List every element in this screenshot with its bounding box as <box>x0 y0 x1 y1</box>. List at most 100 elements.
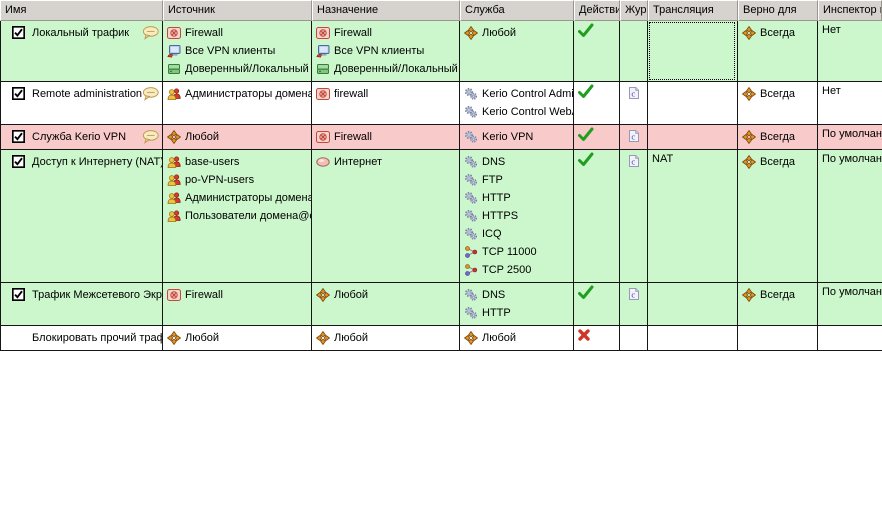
inspector-label: По умолчанию <box>822 286 882 298</box>
cell-destination[interactable]: Firewall <box>312 125 460 149</box>
column-header-source[interactable]: Источник <box>163 0 312 21</box>
column-header-name[interactable]: Имя <box>0 0 163 21</box>
check-icon <box>577 84 594 102</box>
comment-icon <box>142 87 159 101</box>
svg-text:c: c <box>631 157 635 167</box>
cell-action[interactable] <box>574 125 620 149</box>
cell-name[interactable]: Блокировать прочий трафик <box>0 326 163 350</box>
cell-service[interactable]: Любой <box>460 21 574 81</box>
list-item: firewall <box>316 85 459 103</box>
cell-valid-for[interactable]: Всегда <box>738 21 818 81</box>
cell-valid-for[interactable]: Всегда <box>738 82 818 124</box>
valid-for-item: Всегда <box>742 128 817 146</box>
cell-log[interactable]: c <box>620 125 648 149</box>
cell-name[interactable]: Служба Kerio VPN <box>0 125 163 149</box>
rule-enabled-checkbox[interactable] <box>12 155 25 168</box>
cell-destination[interactable]: Интернет <box>312 150 460 282</box>
cell-inspector[interactable]: По умолчанию <box>818 150 882 282</box>
rule-enabled-checkbox[interactable] <box>12 26 25 39</box>
cell-service[interactable]: Kerio VPN <box>460 125 574 149</box>
cell-inspector[interactable]: Нет <box>818 82 882 124</box>
valid-for-label: Всегда <box>760 156 796 168</box>
cell-source[interactable]: Firewall <box>163 283 312 325</box>
cell-service[interactable]: Kerio Control Admin Kerio Control WebAdmi… <box>460 82 574 124</box>
cell-destination[interactable]: Firewall Все VPN клиенты Доверенный/Локаль… <box>312 21 460 81</box>
column-header-action[interactable]: Действие <box>574 0 620 21</box>
cell-valid-for[interactable]: Всегда <box>738 283 818 325</box>
cell-source[interactable]: Любой <box>163 326 312 350</box>
cell-source[interactable]: Любой <box>163 125 312 149</box>
service-item-label: TCP 11000 <box>482 246 537 258</box>
cell-source[interactable]: base-users po-VPN-users Администраторы дом… <box>163 150 312 282</box>
cell-log[interactable] <box>620 21 648 81</box>
rule-enabled-checkbox[interactable] <box>12 288 25 301</box>
cell-action[interactable] <box>574 21 620 81</box>
cell-source[interactable]: Firewall Все VPN клиенты Доверенный/Локаль… <box>163 21 312 81</box>
service-item-label: HTTPS <box>482 210 519 222</box>
firewall-icon <box>316 87 330 101</box>
cell-name[interactable]: Remote administration <box>0 82 163 124</box>
column-header-inspector[interactable]: Инспектор протокола <box>818 0 882 21</box>
cell-valid-for[interactable]: Всегда <box>738 150 818 282</box>
cell-inspector[interactable] <box>818 326 882 350</box>
cell-name[interactable]: Доступ к Интернету (NAT) <box>0 150 163 282</box>
table-row[interactable]: Remote administration Администраторы доме… <box>0 82 882 125</box>
cell-action[interactable] <box>574 283 620 325</box>
service-item-label: Любой <box>482 332 517 344</box>
cell-action[interactable] <box>574 326 620 350</box>
list-item: Администраторы домена <box>167 85 311 103</box>
rule-enabled-checkbox[interactable] <box>12 87 25 100</box>
cell-translation[interactable] <box>648 82 738 124</box>
cell-service[interactable]: DNS HTTP <box>460 283 574 325</box>
column-header-label: Назначение <box>317 4 379 16</box>
cell-log[interactable] <box>620 326 648 350</box>
cell-valid-for[interactable] <box>738 326 818 350</box>
inspector-label: По умолчанию <box>822 153 882 165</box>
cell-service[interactable]: DNS FTP HTTP HTTPS ICQ TCP 11000 TCP 2500 <box>460 150 574 282</box>
table-row[interactable]: Доступ к Интернету (NAT) base-users po-VPN… <box>0 150 882 283</box>
cell-source[interactable]: Администраторы домена <box>163 82 312 124</box>
service-gear-icon <box>464 227 478 241</box>
rule-enabled-checkbox[interactable] <box>12 130 25 143</box>
cell-destination[interactable]: firewall <box>312 82 460 124</box>
table-row[interactable]: Служба Kerio VPN Любой Firewall Kerio VPN c В… <box>0 125 882 150</box>
cell-translation[interactable] <box>648 283 738 325</box>
source-item-label: base-users <box>185 156 240 168</box>
vpn-clients-icon <box>167 44 181 58</box>
cell-destination[interactable]: Любой <box>312 326 460 350</box>
cell-translation[interactable] <box>648 125 738 149</box>
list-item: Интернет <box>316 153 459 171</box>
cell-destination[interactable]: Любой <box>312 283 460 325</box>
cell-translation[interactable]: NAT <box>648 150 738 282</box>
column-header-translation[interactable]: Трансляция <box>648 0 738 21</box>
cell-log[interactable]: c <box>620 82 648 124</box>
cell-log[interactable]: c <box>620 150 648 282</box>
table-row[interactable]: Блокировать прочий трафик Любой Любой Любой <box>0 326 882 351</box>
cell-name[interactable]: Трафик Межсетевого Экрана <box>0 283 163 325</box>
column-header-log[interactable]: Журнал <box>620 0 648 21</box>
column-header-label: Действие <box>579 4 619 16</box>
list-item: Доверенный/Локальный <box>167 60 311 78</box>
cell-log[interactable]: c <box>620 283 648 325</box>
table-row[interactable]: Трафик Межсетевого Экрана Firewall Любой DN… <box>0 283 882 326</box>
cell-valid-for[interactable]: Всегда <box>738 125 818 149</box>
cell-name[interactable]: Локальный трафик <box>0 21 163 81</box>
column-header-service[interactable]: Служба <box>460 0 574 21</box>
column-header-label: Имя <box>5 4 27 16</box>
any-icon <box>316 331 330 345</box>
column-header-destination[interactable]: Назначение <box>312 0 460 21</box>
column-header-valid[interactable]: Верно для <box>738 0 818 21</box>
table-row[interactable]: Локальный трафик Firewall Все VPN клиенты Д… <box>0 21 882 82</box>
cell-inspector[interactable]: По умолчанию <box>818 283 882 325</box>
cell-translation[interactable] <box>648 21 738 81</box>
cell-translation[interactable] <box>648 326 738 350</box>
list-item: Любой <box>316 329 459 347</box>
cell-action[interactable] <box>574 82 620 124</box>
cell-inspector[interactable]: Нет <box>818 21 882 81</box>
cell-inspector[interactable]: По умолчанию <box>818 125 882 149</box>
cell-action[interactable] <box>574 150 620 282</box>
list-item: Любой <box>316 286 459 304</box>
destination-item-label: firewall <box>334 88 369 100</box>
cell-service[interactable]: Любой <box>460 326 574 350</box>
rule-name-label: Remote administration <box>32 88 142 100</box>
